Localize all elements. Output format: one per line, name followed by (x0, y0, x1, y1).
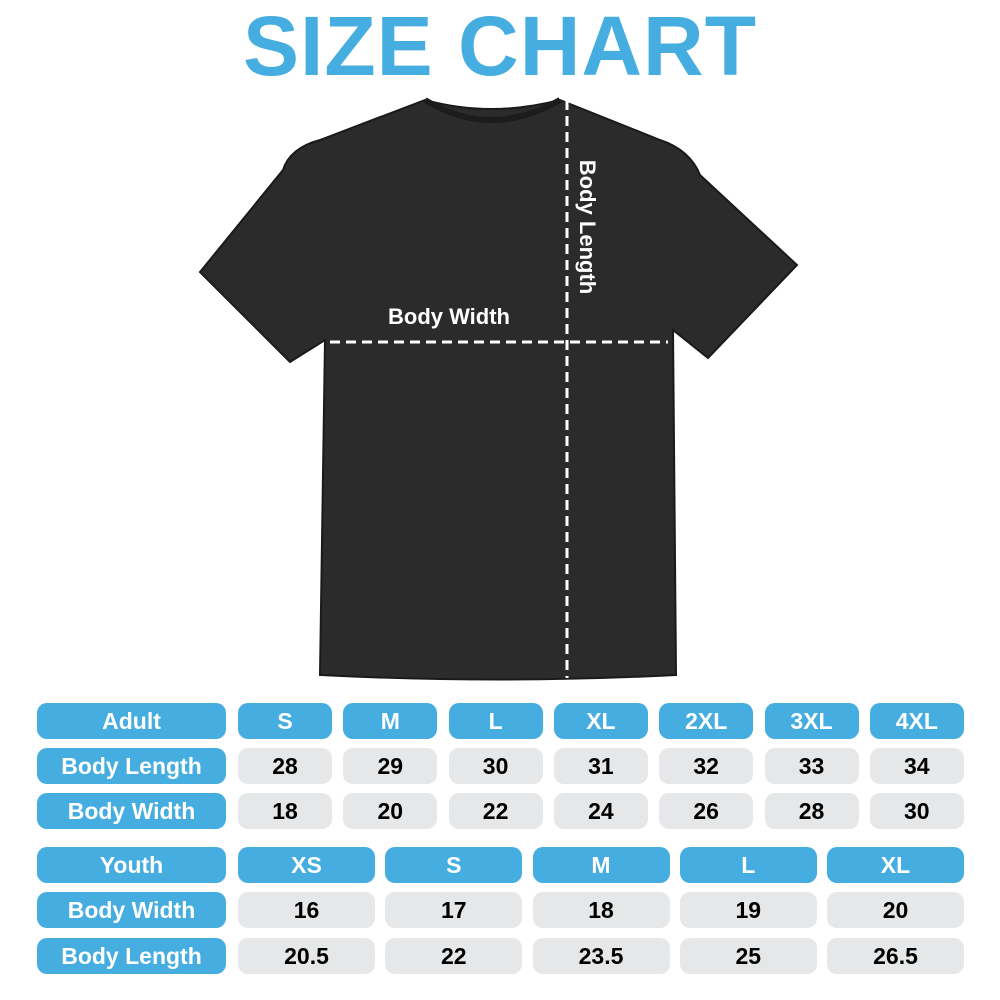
youth-value-cell: 20 (827, 892, 964, 928)
adult-value-cell: 33 (764, 748, 859, 784)
youth-value-cell: 25 (679, 938, 817, 974)
youth-value-cell: 16 (238, 892, 375, 928)
youth-size-XS: XS (238, 847, 375, 883)
adult-header: Adult (37, 703, 226, 739)
adult-value-cell: 34 (869, 748, 964, 784)
t-shirt-shape (198, 98, 799, 681)
adult-row-label: Body Length (37, 748, 226, 784)
adult-value-cell: 30 (448, 748, 543, 784)
adult-size-L: L (448, 703, 543, 739)
page-title: SIZE CHART (243, 0, 757, 93)
adult-value-cell: 28 (238, 748, 332, 784)
adult-value-cell: 28 (764, 793, 859, 829)
t-shirt-image (198, 97, 799, 681)
youth-header: Youth (37, 847, 226, 883)
adult-size-XL: XL (553, 703, 648, 739)
collar (423, 97, 562, 123)
adult-size-4XL: 4XL (869, 703, 964, 739)
adult-value-cell: 31 (553, 748, 648, 784)
youth-value-cell: 19 (679, 892, 817, 928)
adult-value-cell: 26 (659, 793, 754, 829)
adult-size-3XL: 3XL (764, 703, 859, 739)
body-length-label: Body Length (575, 159, 600, 295)
adult-value-cell: 29 (343, 748, 438, 784)
youth-value-cell: 23.5 (532, 938, 670, 974)
adult-size-S: S (238, 703, 332, 739)
youth-size-S: S (385, 847, 523, 883)
youth-value-cell: 26.5 (827, 938, 964, 974)
youth-value-cell: 17 (385, 892, 523, 928)
youth-row-label: Body Length (37, 938, 226, 974)
youth-size-M: M (532, 847, 670, 883)
youth-size-L: L (679, 847, 817, 883)
adult-size-M: M (343, 703, 438, 739)
youth-value-cell: 20.5 (238, 938, 375, 974)
youth-value-cell: 22 (385, 938, 523, 974)
adult-value-cell: 22 (448, 793, 543, 829)
adult-size-2XL: 2XL (659, 703, 754, 739)
body-width-label: Body Width (388, 304, 510, 329)
adult-value-cell: 32 (659, 748, 754, 784)
adult-value-cell: 24 (553, 793, 648, 829)
adult-value-cell: 20 (343, 793, 438, 829)
adult-value-cell: 18 (238, 793, 332, 829)
youth-value-cell: 18 (532, 892, 670, 928)
adult-row-label: Body Width (37, 793, 226, 829)
adult-value-cell: 30 (869, 793, 964, 829)
youth-row-label: Body Width (37, 892, 226, 928)
youth-size-XL: XL (827, 847, 964, 883)
